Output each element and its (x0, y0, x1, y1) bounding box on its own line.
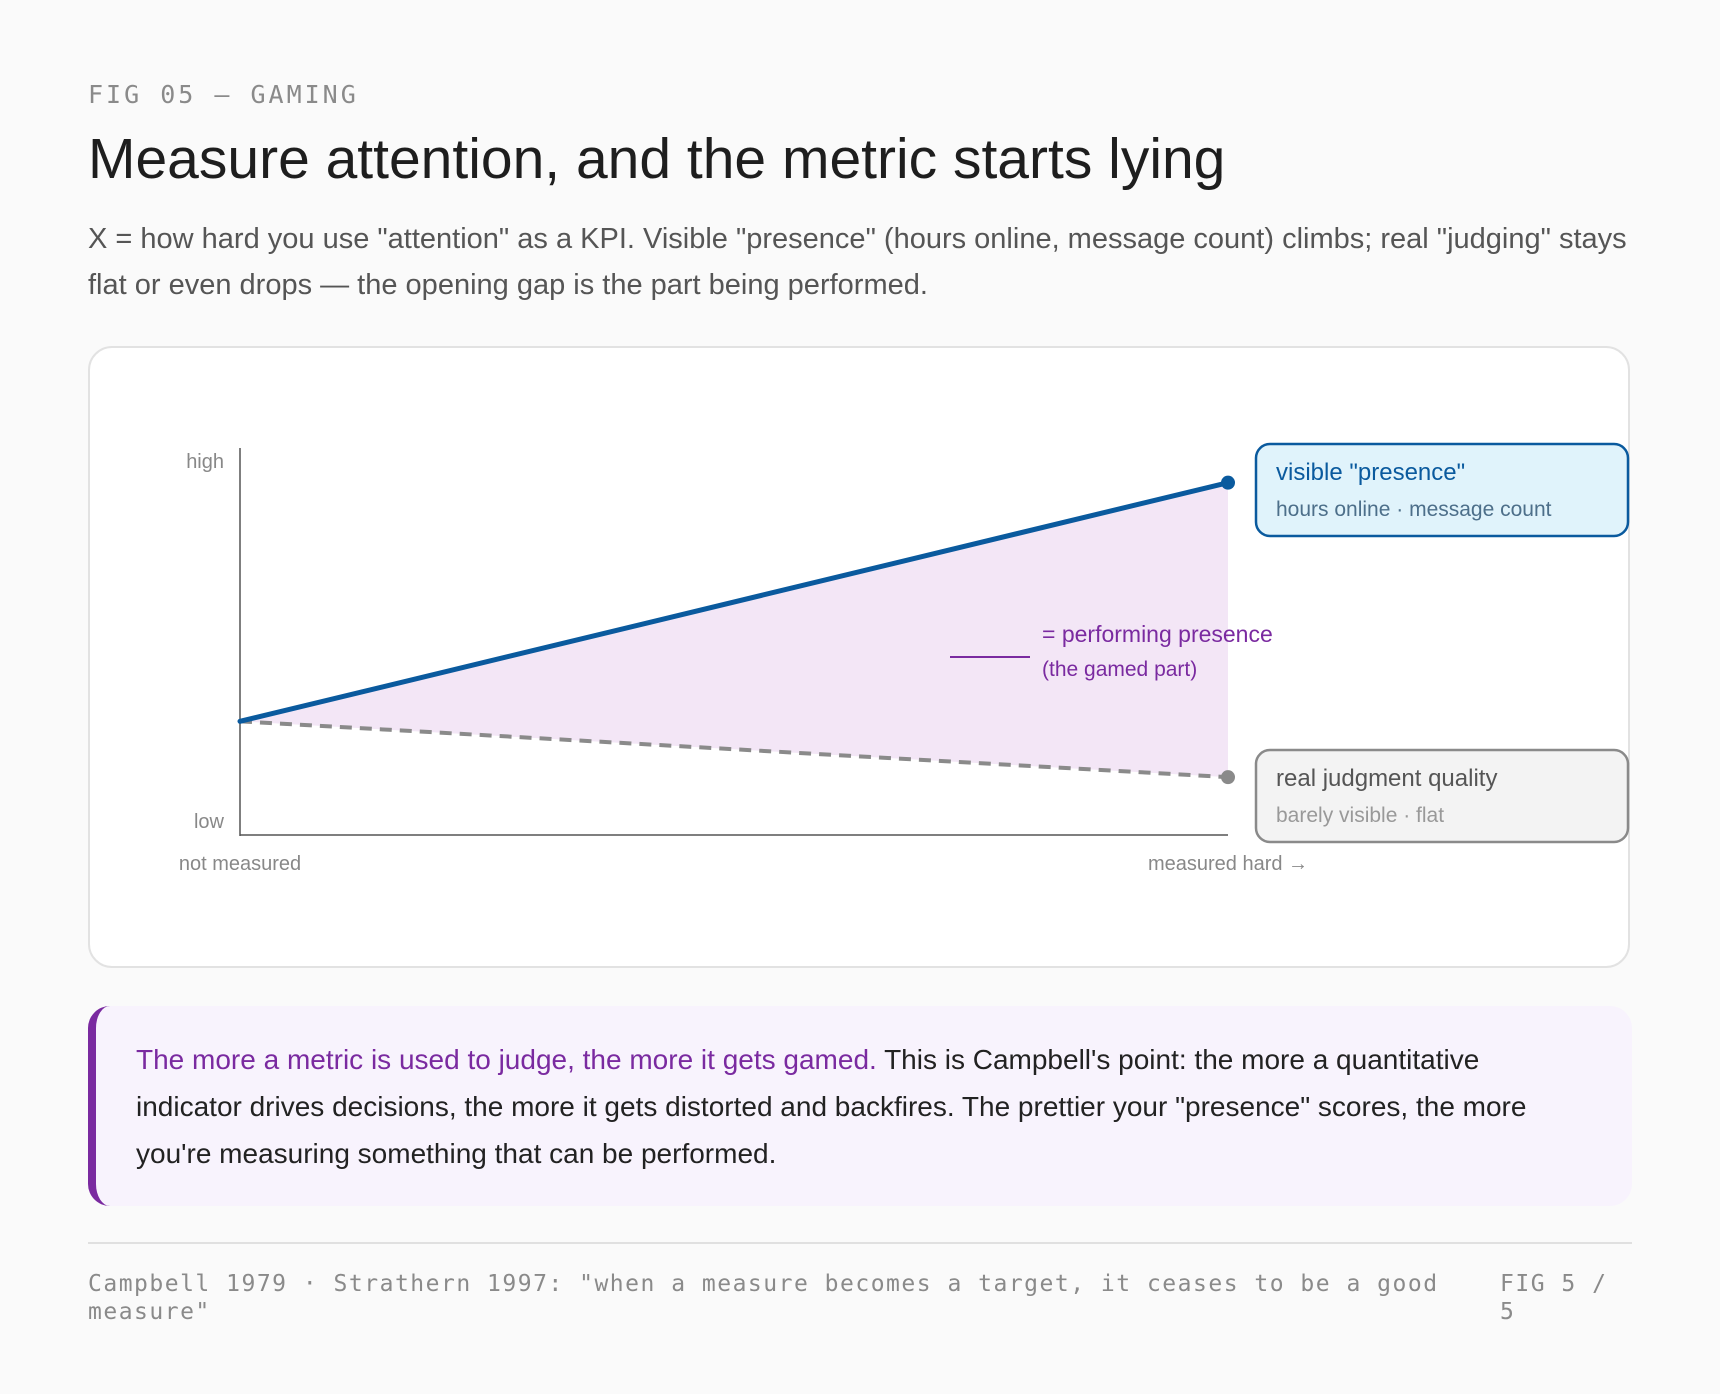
footer-sources: Campbell 1979 · Strathern 1997: "when a … (88, 1271, 1439, 1325)
page-subtitle: X = how hard you use "attention" as a KP… (88, 223, 1627, 301)
footer-page-number: FIG 5 / 5 (1500, 1271, 1608, 1325)
callout-body: This is Campbell's point: the more a qua… (136, 1044, 1527, 1169)
gap-area (240, 482, 1228, 778)
y-tick-high: high (186, 451, 224, 473)
gap-sublabel: (the gamed part) (1042, 658, 1197, 681)
gap-label: = performing presence (1042, 621, 1273, 647)
figure-kicker: FIG 05 — GAMING (88, 80, 359, 109)
presence-line (237, 480, 1231, 724)
chart-card: low high not measured measured hard → = perf… (88, 346, 1630, 968)
y-tick-low: low (194, 811, 225, 833)
presence-label-box (1254, 442, 1630, 538)
callout-lead: The more a metric is used to judge, the … (136, 1044, 877, 1075)
gaming-chart: low high not measured measured hard → = perf… (179, 442, 1630, 875)
judgment-series-sublabel: barely visible · flat (1276, 804, 1444, 827)
judgment-line (239, 719, 1229, 780)
presence-series-label: visible "presence" (1276, 459, 1465, 486)
presence-series-sublabel: hours online · message count (1276, 498, 1552, 521)
footer-divider (88, 1242, 1632, 1244)
callout-box: The more a metric is used to judge, the … (88, 1006, 1632, 1206)
judgment-label-box (1254, 748, 1630, 844)
x-tick-end: measured hard → (1148, 853, 1308, 875)
judgment-endpoint (1221, 770, 1235, 785)
presence-endpoint (1221, 475, 1235, 490)
page-title: Measure attention, and the metric starts… (88, 127, 1226, 191)
judgment-series-label: real judgment quality (1276, 765, 1497, 792)
x-tick-start: not measured (179, 853, 301, 875)
